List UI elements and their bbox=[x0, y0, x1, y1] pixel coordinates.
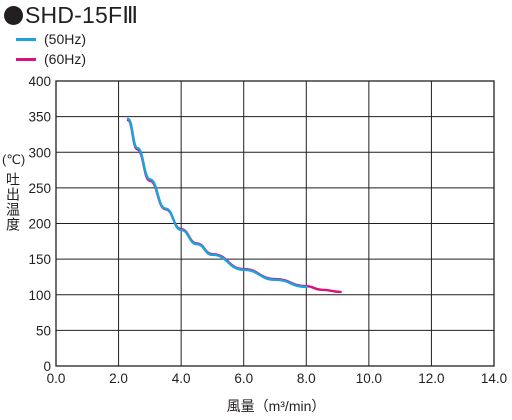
legend-swatch-50hz bbox=[16, 37, 36, 41]
series-line-1 bbox=[126, 117, 308, 289]
legend-item-50hz: (50Hz) bbox=[16, 29, 86, 49]
y-tick-label: 200 bbox=[28, 217, 51, 232]
x-axis-label: 風量（m³/min） bbox=[226, 398, 326, 414]
x-tick-label: 2.0 bbox=[109, 371, 128, 386]
x-tick-label: 4.0 bbox=[172, 371, 191, 386]
chart-title: SHD-15FⅢ bbox=[4, 2, 138, 28]
y-axis-label-text: 吐出温度 bbox=[5, 172, 21, 232]
legend: (50Hz) (60Hz) bbox=[16, 29, 86, 69]
x-tick-label: 0.0 bbox=[47, 371, 66, 386]
legend-label-50hz: (50Hz) bbox=[44, 31, 87, 47]
series-layer bbox=[126, 117, 342, 294]
y-tick-label: 100 bbox=[28, 288, 51, 303]
y-axis-unit: (℃) bbox=[2, 152, 26, 167]
x-tick-label: 14.0 bbox=[481, 371, 507, 386]
x-tick-label: 10.0 bbox=[356, 371, 382, 386]
bullet-icon bbox=[4, 5, 23, 25]
y-tick-label: 150 bbox=[28, 252, 51, 267]
grid bbox=[55, 80, 495, 367]
y-axis-label: (℃) 吐出温度 bbox=[2, 152, 26, 232]
y-tick-label: 400 bbox=[28, 74, 51, 89]
y-tick-label: 250 bbox=[28, 181, 51, 196]
x-tick-label: 6.0 bbox=[234, 371, 253, 386]
y-tick-label: 300 bbox=[28, 145, 51, 160]
legend-swatch-60hz bbox=[16, 57, 36, 61]
x-tick-label: 12.0 bbox=[418, 371, 444, 386]
plot-frame bbox=[55, 80, 495, 367]
x-tick-label: 8.0 bbox=[297, 371, 316, 386]
y-tick-label: 50 bbox=[36, 323, 51, 338]
legend-label-60hz: (60Hz) bbox=[44, 51, 87, 67]
y-tick-label: 0 bbox=[43, 359, 51, 374]
y-tick-label: 350 bbox=[28, 110, 51, 125]
chart-title-text: SHD-15FⅢ bbox=[25, 2, 139, 28]
legend-item-60hz: (60Hz) bbox=[16, 49, 86, 69]
tick-labels: 0.0 2.0 4.0 6.0 8.0 10.0 12.0 14.0 0 50 100 150 200 2… bbox=[28, 74, 507, 386]
